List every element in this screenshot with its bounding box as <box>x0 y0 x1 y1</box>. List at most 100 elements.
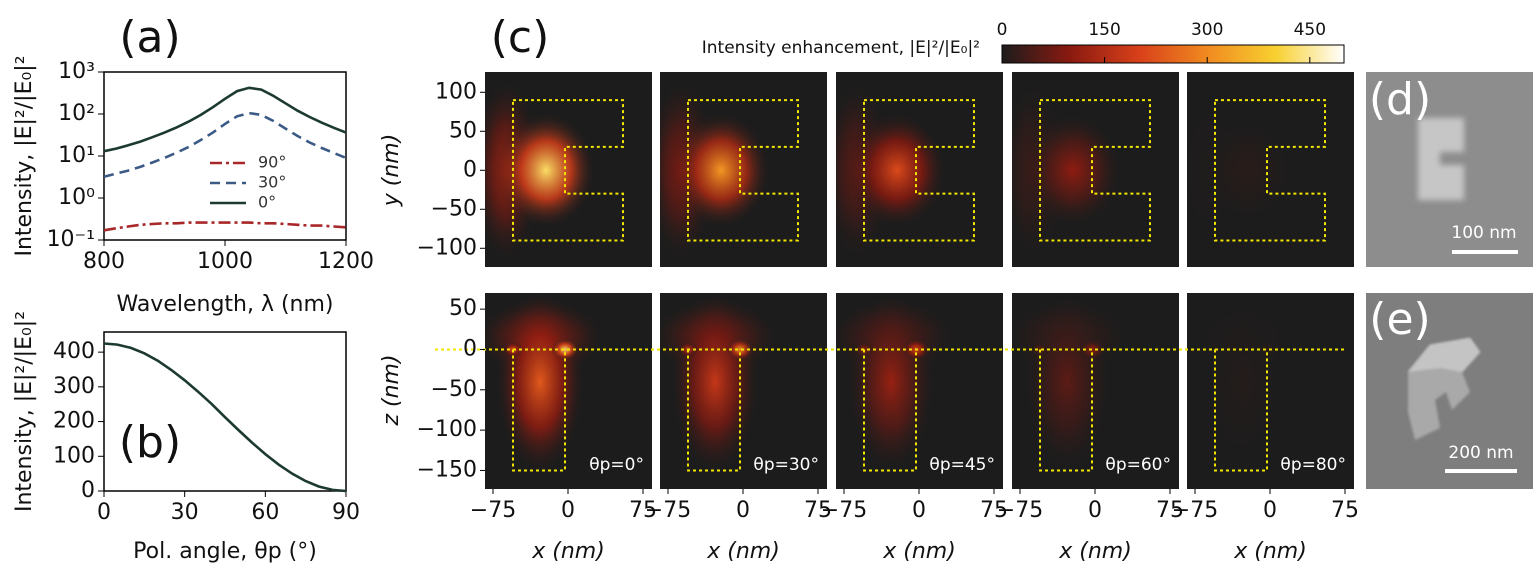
panel-label: (d) <box>1369 74 1431 125</box>
structure-outline <box>687 99 799 242</box>
structure-outline <box>687 349 741 472</box>
panel-angle-label: θp=80° <box>1280 455 1346 475</box>
field-glow <box>671 111 771 229</box>
panel-angle-label: θp=45° <box>929 455 995 475</box>
x-tick-label: 1200 <box>318 249 374 274</box>
y-tick-label: 400 <box>53 339 95 364</box>
x-tick-label: 75 <box>629 498 657 523</box>
data-line <box>103 221 347 232</box>
y-tick-label: 0 <box>81 478 95 503</box>
panel-label: (b) <box>119 417 181 468</box>
panel-angle-label: θp=30° <box>753 455 819 475</box>
panel-label: (a) <box>119 12 180 63</box>
panel-label: (e) <box>1369 294 1430 345</box>
x-tick-label: 30 <box>171 500 199 525</box>
field-glow <box>846 293 936 475</box>
colorbar-title: Intensity enhancement, |E|²/|E₀|² <box>702 38 980 58</box>
x-tick-label: −75 <box>1172 498 1218 523</box>
structure-outline <box>1039 99 1151 242</box>
field-glow <box>1023 111 1123 229</box>
legend-label: 90° <box>258 153 286 172</box>
field-map-top <box>1012 72 1179 267</box>
structure-outline <box>863 349 917 472</box>
y-tick-label: 10⁻¹ <box>47 227 95 252</box>
y-tick-label: 100 <box>435 79 477 104</box>
structure-outline <box>512 349 566 472</box>
x-axis-label: Wavelength, λ (nm) <box>116 292 333 317</box>
field-glow <box>1030 341 1050 358</box>
x-axis-label: x (nm) <box>882 539 956 564</box>
data-line <box>103 86 347 153</box>
field-glow <box>726 338 754 361</box>
plot-frame <box>103 331 347 492</box>
y-tick-label: 10³ <box>58 59 95 84</box>
colorbar-tick-label: 450 <box>1294 20 1326 40</box>
field-map-top <box>1187 72 1354 267</box>
x-axis-label: x (nm) <box>531 539 605 564</box>
field-glow <box>1197 293 1287 475</box>
y-tick-label: 50 <box>449 118 477 143</box>
x-tick-label: −75 <box>821 498 867 523</box>
panel-angle-label: θp=0° <box>589 455 644 475</box>
x-tick-label: 0 <box>736 498 750 523</box>
structure-outline <box>863 99 975 242</box>
structure-outline <box>1039 349 1093 472</box>
x-tick-label: 1000 <box>197 249 253 274</box>
x-axis-label: x (nm) <box>1058 539 1132 564</box>
plot-frame <box>103 71 347 241</box>
field-glow <box>847 111 947 229</box>
y-tick-label: 10⁰ <box>58 185 95 210</box>
panel-angle-label: θp=60° <box>1105 455 1171 475</box>
y-axis-label: Intensity, |E|²/|E₀|² <box>12 311 37 512</box>
y-tick-label: 300 <box>53 374 95 399</box>
legend-label: 30° <box>258 173 286 192</box>
colorbar-tick-label: 300 <box>1191 20 1223 40</box>
z-axis-label: z (nm) <box>379 354 404 426</box>
x-axis-label: x (nm) <box>706 539 780 564</box>
x-tick-label: 0 <box>97 500 111 525</box>
field-map-top <box>660 72 827 267</box>
field-map-bottom <box>1187 293 1354 489</box>
sem-structure-top <box>1408 338 1480 372</box>
scale-bar-label: 200 nm <box>1448 443 1513 463</box>
x-tick-label: 60 <box>251 500 279 525</box>
x-tick-label: −75 <box>997 498 1043 523</box>
x-tick-label: −75 <box>470 498 516 523</box>
z-tick-label: −100 <box>417 417 477 442</box>
x-axis-label: Pol. angle, θp (°) <box>133 539 317 564</box>
x-tick-label: 75 <box>1156 498 1184 523</box>
field-glow <box>1253 338 1281 361</box>
field-glow <box>1022 293 1112 475</box>
field-glow <box>670 293 760 475</box>
field-map-bottom <box>1012 293 1179 489</box>
x-tick-label: 0 <box>1263 498 1277 523</box>
field-map-bottom <box>485 293 652 489</box>
y-tick-label: 100 <box>53 443 95 468</box>
field-map-top <box>836 72 1003 267</box>
z-tick-label: 0 <box>463 336 477 361</box>
y-tick-label: −100 <box>417 235 477 260</box>
y-tick-label: 0 <box>463 157 477 182</box>
scale-bar-label: 100 nm <box>1451 223 1516 243</box>
field-glow <box>495 293 585 475</box>
y-tick-label: 10¹ <box>58 143 95 168</box>
x-tick-label: 75 <box>804 498 832 523</box>
colorbar-tick-label: 0 <box>997 20 1008 40</box>
y-axis-label: y (nm) <box>379 134 404 208</box>
x-tick-label: 0 <box>912 498 926 523</box>
x-tick-label: 0 <box>1088 498 1102 523</box>
y-tick-label: 200 <box>53 409 95 434</box>
x-tick-label: 75 <box>1331 498 1359 523</box>
data-line <box>103 342 347 493</box>
z-tick-label: −50 <box>431 377 477 402</box>
x-axis-label: x (nm) <box>1233 539 1307 564</box>
colorbar-tick-label: 150 <box>1088 20 1120 40</box>
z-tick-label: 50 <box>449 296 477 321</box>
y-tick-label: 10² <box>58 101 95 126</box>
y-tick-label: −50 <box>431 196 477 221</box>
field-map-bottom <box>836 293 1003 489</box>
field-glow <box>1198 111 1298 229</box>
x-tick-label: 800 <box>83 249 125 274</box>
structure-outline <box>1214 99 1326 242</box>
